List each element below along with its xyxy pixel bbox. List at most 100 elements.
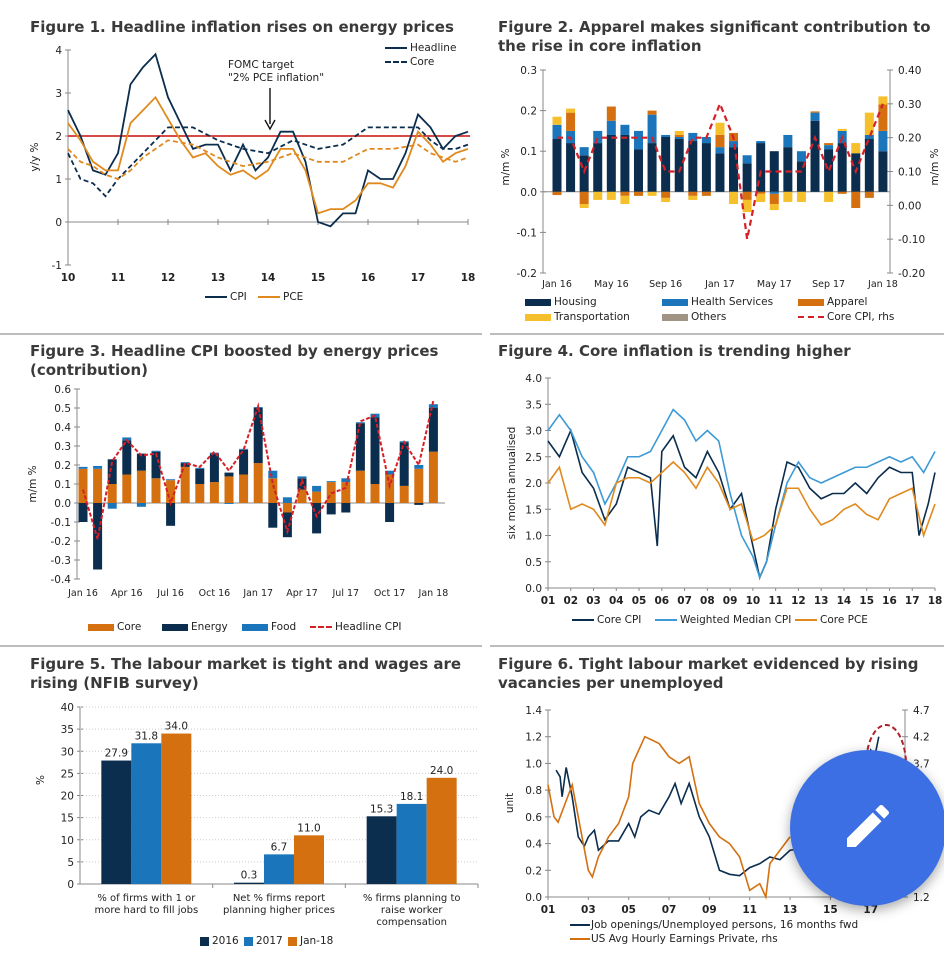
y-tick-label: -0.4 [51,574,72,586]
annotation-line-2: "2% PCE inflation" [228,72,325,84]
y-axis-title: m/m % [27,465,39,502]
bar-housing [824,149,834,192]
bar-jan-18 [294,835,324,884]
x-tick-label: May 16 [594,279,629,290]
bar-transportation [796,191,806,202]
x-tick-label: Jan 17 [242,588,273,599]
figure-1-title: Figure 1. Headline inflation rises on en… [30,18,454,36]
bar-core [355,470,365,503]
legend-2017: 2017 [244,935,283,947]
bar-core [312,491,322,503]
bar-housing [756,143,766,192]
bar-transportation [620,195,630,204]
y-tick-label: 3.0 [525,426,542,438]
x-tick-label: 05 [632,595,647,607]
x-tick-label: Jan 18 [867,279,898,290]
bar-apparel [851,191,861,209]
legend-label: 2016 [212,935,239,947]
x-tick-label: 17 [411,272,426,284]
bar-health-services [824,145,834,150]
data-label: 18.1 [400,791,423,803]
y-axis-title: six month annualised [506,427,518,540]
x-tick-label: 18 [928,595,943,607]
bar-food [268,470,278,479]
bar-energy [326,503,336,515]
bar-apparel [688,191,698,196]
x-tick-label: 10 [746,595,761,607]
bar-apparel [647,110,657,115]
bar-apparel [566,112,576,131]
x-tick-label: Oct 16 [199,588,231,599]
bar-health-services [756,141,766,144]
y-axis-title: m/m % [929,148,941,185]
bar-apparel [742,191,752,200]
bar-apparel [701,191,711,196]
bar-housing [742,163,752,192]
bar-food [414,465,424,469]
bar-apparel [810,111,820,113]
y-tick-label: 30 [61,746,74,758]
y-tick-label: 0.5 [54,403,71,415]
bar-food [355,422,365,424]
bar-transportation [647,191,657,196]
y-tick-label: 0.6 [54,384,71,396]
divider [0,333,482,335]
x-tick-label: 11 [111,272,126,284]
x-tick-label: 16 [361,272,376,284]
bar-energy [428,408,438,452]
legend-label: Health Services [691,296,774,308]
x-tick-label: 12 [791,595,806,607]
bar-housing [878,151,888,192]
bar-core [180,466,190,503]
y-tick-label: 0.0 [525,583,542,595]
bar-core [399,485,409,503]
x-tick-label: 13 [211,272,226,284]
bar-food [341,478,351,483]
x-tick-label: 18 [461,272,476,284]
bar-transportation [674,130,684,135]
legend-2016: 2016 [200,935,239,947]
y-tick-label: 1.2 [913,892,930,904]
bar-energy [136,453,146,471]
data-label: 34.0 [165,721,188,733]
bar-2017 [396,803,427,884]
bar-transportation [593,191,603,200]
legend-label: Food [271,621,297,633]
y-tick-label: 4.7 [913,705,930,717]
bar-core [239,474,249,503]
bar-energy [78,503,88,522]
bar-housing [837,143,847,192]
x-tick-label: Sep 16 [649,279,682,290]
bar-housing [783,147,793,192]
figure-6-title: Figure 6. Tight labour market evidenced … [498,655,919,692]
x-tick-label: Apr 17 [286,588,318,599]
bar-housing [647,143,657,192]
bar-food [326,481,336,483]
arrow-head-icon [264,119,276,131]
bar-transportation [837,128,847,131]
bar-energy [341,503,351,513]
bar-food [151,450,161,452]
y-tick-label: -0.10 [898,234,925,246]
y-tick-label: 0.2 [525,865,542,877]
legend-headline-cpi: Headline CPI [310,621,402,633]
legend-energy: Energy [162,621,228,633]
bar-core [78,468,88,503]
legend-health-services: Health Services [662,296,773,308]
edit-fab-button[interactable] [790,750,944,906]
x-tick-label: 15 [859,595,874,607]
y-tick-label: -0.1 [51,517,72,529]
legend-label: Headline CPI [335,621,402,633]
bar-energy [355,423,365,471]
bar-core [282,503,292,513]
x-tick-label: 04 [609,595,624,607]
bar-apparel [674,134,684,137]
bar-housing [810,120,820,192]
x-tick-label: 09 [702,904,717,916]
y-tick-label: 0.40 [898,65,921,77]
y-tick-label: 10 [61,835,74,847]
bar-transportation [824,191,834,202]
bar-core [166,480,176,503]
bar-energy [166,503,176,526]
bar-health-services [742,155,752,164]
